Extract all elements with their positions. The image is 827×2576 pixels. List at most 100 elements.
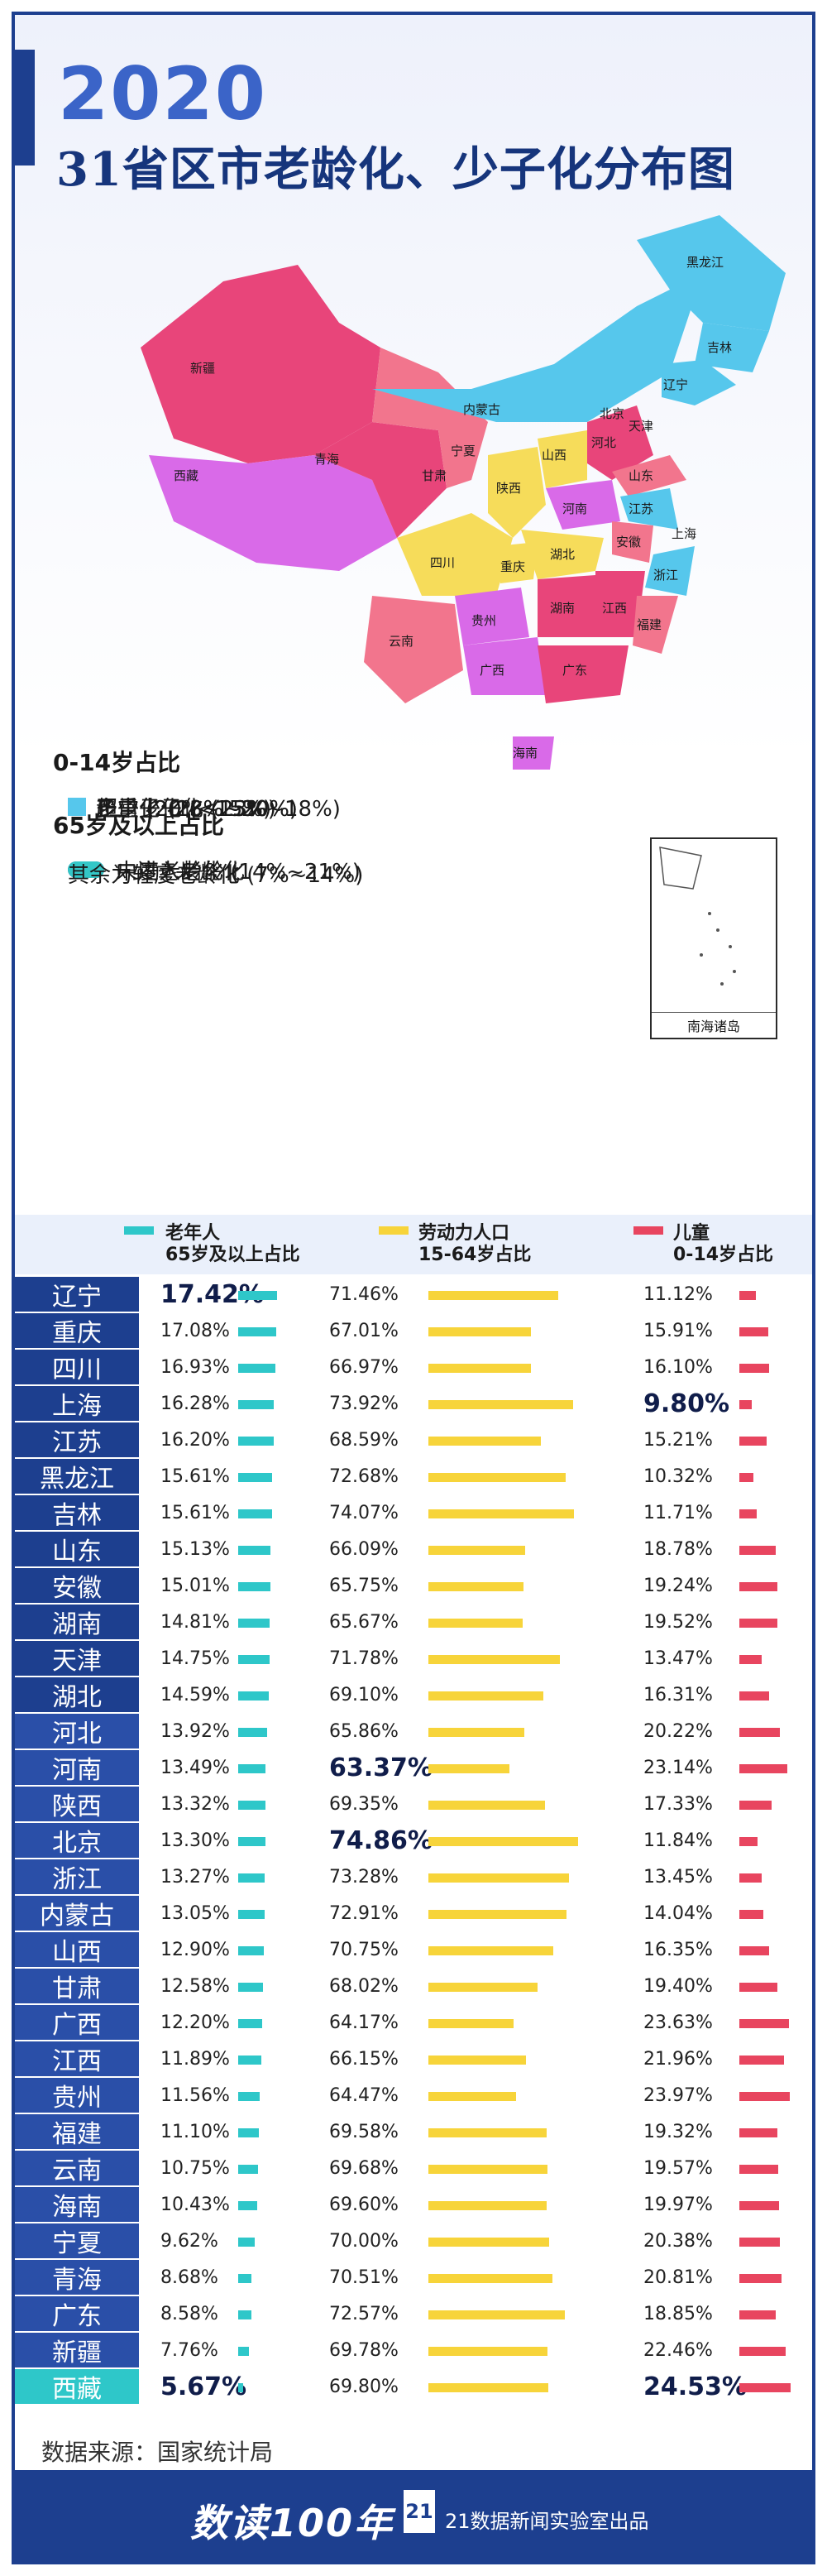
labor-bar (428, 1473, 566, 1482)
legend-label: 正常 (20%~23%) (96, 796, 276, 822)
label-sichuan: 四川 (430, 555, 455, 570)
table-row: 四川 16.93% 66.97% 16.10% (15, 1350, 812, 1386)
region-zhejiang (645, 546, 695, 596)
label-jiangxi: 江西 (602, 601, 627, 616)
table-header: 老年人 65岁及以上占比 劳动力人口 15-64岁占比 儿童 0-14岁占比 (15, 1215, 812, 1274)
label-henan: 河南 (562, 501, 587, 516)
labor-value: 69.58% (329, 2122, 399, 2142)
old-bar (238, 1400, 274, 1409)
child-bar (739, 1655, 762, 1664)
labor-value: 70.51% (329, 2267, 399, 2288)
child-bar (739, 2383, 791, 2392)
label-xinjiang: 新疆 (190, 361, 215, 376)
province-name: 广东 (15, 2296, 139, 2333)
labor-bar (428, 1400, 573, 1409)
old-bar (238, 2238, 255, 2247)
table-row: 辽宁 17.42% 71.46% 11.12% (15, 1277, 812, 1313)
child-value: 24.53% (643, 2372, 747, 2401)
province-name: 江苏 (15, 1422, 139, 1459)
brand-name: 数读100年 (190, 2501, 394, 2545)
legend-label: 未进入老龄化 (116, 859, 246, 885)
legend-label: 少子化 (18%~20%) (96, 796, 298, 822)
child-value: 22.46% (643, 2340, 713, 2361)
old-value: 16.28% (160, 1394, 230, 1414)
province-name: 河北 (15, 1714, 139, 1750)
labor-value: 72.68% (329, 1466, 399, 1487)
header-labor-swatch (379, 1226, 409, 1235)
labor-value: 66.09% (329, 1539, 399, 1560)
old-bar (238, 1983, 264, 1992)
labor-bar (428, 2128, 547, 2137)
old-value: 10.43% (160, 2195, 230, 2215)
legend-note: 其余为轻度老龄化 (7%~14%) (68, 862, 364, 888)
label-guangdong: 广东 (562, 663, 587, 678)
old-bar (238, 1291, 277, 1300)
old-value: 13.92% (160, 1721, 230, 1742)
province-name: 山西 (15, 1932, 139, 1969)
table-row: 重庆 17.08% 67.01% 15.91% (15, 1313, 812, 1350)
old-bar (238, 1582, 270, 1591)
old-value: 11.10% (160, 2122, 230, 2142)
child-bar (739, 1983, 778, 1992)
labor-bar (428, 1327, 532, 1336)
province-name: 四川 (15, 1350, 139, 1386)
region-neimenggu (372, 273, 703, 422)
child-bar (739, 1582, 777, 1591)
old-value: 12.58% (160, 1976, 230, 1997)
region-guizhou (455, 588, 529, 645)
old-bar (238, 1728, 267, 1737)
old-bar (238, 1946, 265, 1955)
labor-bar (428, 1910, 567, 1919)
province-name: 浙江 (15, 1859, 139, 1896)
labor-value: 63.37% (329, 1753, 433, 1782)
child-bar (739, 2128, 777, 2137)
label-jiangsu: 江苏 (629, 501, 653, 516)
old-bar (238, 1764, 266, 1773)
inset-label: 南海诸岛 (652, 1012, 776, 1038)
old-value: 11.89% (160, 2049, 230, 2070)
old-bar (238, 2019, 262, 2028)
table-row: 广西 12.20% 64.17% 23.63% (15, 2005, 812, 2041)
region-xizang (149, 455, 397, 571)
province-name: 北京 (15, 1823, 139, 1859)
legend-label: 严重少子化 (15%~18%) (96, 796, 341, 822)
footer-banner: 数读100年 21 21数据新闻实验室出品 (15, 2470, 812, 2564)
legend-child-title: 0-14岁占比 (53, 749, 181, 776)
legend-child-item: 少子化 (18%~20%) (68, 788, 827, 826)
old-value: 13.27% (160, 1867, 230, 1888)
province-name: 湖南 (15, 1605, 139, 1641)
region-jilin (695, 323, 769, 372)
table-row: 上海 16.28% 73.92% 9.80% (15, 1386, 812, 1422)
table-row: 浙江 13.27% 73.28% 13.45% (15, 1859, 812, 1896)
labor-bar (428, 1437, 541, 1446)
inset-map (659, 847, 736, 986)
label-hebei: 河北 (591, 435, 616, 450)
old-value: 13.49% (160, 1758, 230, 1778)
old-bar (238, 1437, 274, 1446)
region-gansu (372, 348, 488, 488)
child-value: 19.40% (643, 1976, 713, 1997)
label-hubei: 湖北 (550, 547, 575, 562)
child-bar (739, 1509, 758, 1518)
child-bar (739, 2274, 782, 2283)
child-value: 16.10% (643, 1357, 713, 1378)
labor-bar (428, 1983, 538, 1992)
old-bar (238, 1910, 265, 1919)
province-name: 天津 (15, 1641, 139, 1677)
old-value: 10.75% (160, 2158, 230, 2179)
province-name: 青海 (15, 2260, 139, 2296)
region-shandong (612, 455, 686, 496)
labor-bar (428, 2383, 548, 2392)
child-value: 19.32% (643, 2122, 713, 2142)
old-bar (238, 2347, 250, 2356)
labor-bar (428, 1364, 531, 1373)
child-bar (739, 2238, 781, 2247)
labor-bar (428, 1655, 560, 1664)
labor-value: 70.00% (329, 2231, 399, 2252)
region-hebei (587, 405, 653, 480)
header-old: 老年人 65岁及以上占比 (165, 1223, 300, 1265)
old-bar (238, 2310, 252, 2319)
legend-child-item: 超少子化 (<15%) (68, 788, 827, 826)
old-bar (238, 1801, 265, 1810)
province-name: 辽宁 (15, 1277, 139, 1313)
